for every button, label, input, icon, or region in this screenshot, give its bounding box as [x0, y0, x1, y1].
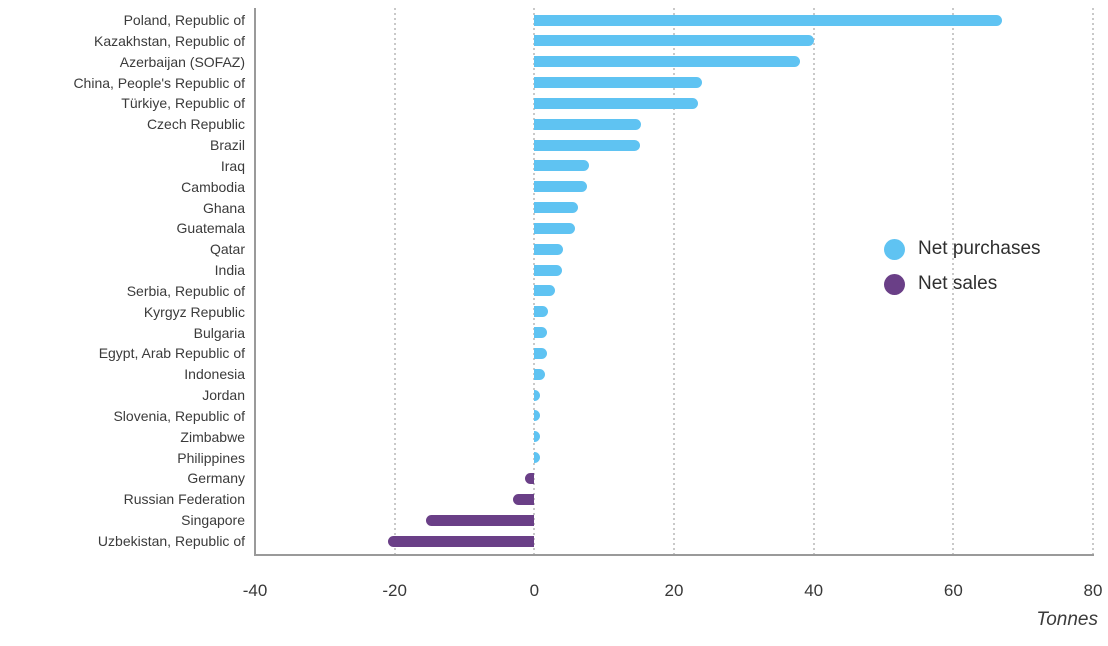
x-tick-label: 0	[529, 581, 540, 600]
y-axis-label: Qatar	[209, 241, 245, 258]
bar	[534, 327, 547, 339]
legend-label-net-sales: Net sales	[918, 273, 998, 294]
gridline	[673, 8, 675, 554]
y-axis-label: Slovenia, Republic of	[113, 407, 245, 424]
legend: Net purchases Net sales	[884, 238, 1041, 308]
y-axis-label: Indonesia	[184, 366, 245, 383]
bar	[534, 347, 547, 359]
bar	[534, 243, 563, 255]
bar	[534, 56, 800, 68]
bar	[534, 160, 590, 172]
bar	[534, 368, 545, 380]
bar	[534, 389, 540, 401]
gridline	[952, 8, 955, 554]
bar	[426, 514, 535, 526]
bar	[534, 264, 562, 276]
legend-item-net-purchases: Net purchases	[884, 238, 1041, 260]
net-purchases-marker-icon	[884, 238, 905, 260]
y-axis-label: Zimbabwe	[180, 428, 245, 445]
bar	[534, 202, 578, 214]
y-axis-label: Azerbaijan (SOFAZ)	[119, 53, 245, 70]
net-sales-marker-icon	[884, 273, 905, 295]
x-tick-label: 40	[804, 581, 824, 600]
x-tick-label: 80	[1083, 581, 1103, 600]
bar	[534, 452, 540, 464]
bar	[534, 181, 587, 193]
bar	[534, 431, 540, 443]
bar	[387, 535, 535, 547]
y-axis-label: Uzbekistan, Republic of	[97, 533, 245, 549]
gridline	[1092, 8, 1094, 554]
y-axis-label: Singapore	[181, 512, 245, 529]
bar	[534, 14, 1003, 26]
y-axis-label: Guatemala	[176, 220, 245, 237]
x-axis-unit-label: Tonnes	[1036, 609, 1098, 630]
y-axis-label: Iraq	[220, 157, 245, 174]
bar	[534, 118, 642, 130]
bar	[534, 77, 702, 89]
x-axis-line	[254, 554, 1094, 556]
gridline	[393, 8, 396, 554]
y-axis-label: Russian Federation	[123, 491, 245, 508]
y-axis-label: Egypt, Arab Republic of	[98, 345, 245, 362]
y-axis-label: Serbia, Republic of	[126, 282, 245, 299]
y-axis-label: China, People's Republic of	[73, 74, 245, 91]
gridline	[812, 8, 815, 554]
bar	[512, 493, 535, 505]
x-tick-label: -20	[382, 581, 407, 600]
gridline	[533, 8, 536, 554]
y-axis-label: Kyrgyz Republic	[143, 303, 245, 320]
y-axis-label: Ghana	[202, 199, 245, 216]
bar	[525, 472, 535, 484]
x-tick-label: 60	[943, 581, 963, 600]
bar	[534, 222, 575, 234]
y-axis-label: Brazil	[209, 137, 245, 154]
y-axis-line	[254, 8, 256, 554]
y-axis-label: Cambodia	[181, 178, 245, 195]
y-axis-label: Poland, Republic of	[123, 12, 245, 28]
y-axis-label: Kazakhstan, Republic of	[94, 32, 245, 49]
y-axis-label: Czech Republic	[146, 116, 245, 133]
x-tick-label: -40	[242, 581, 268, 600]
legend-label-net-purchases: Net purchases	[918, 238, 1041, 259]
y-axis-label: Philippines	[177, 449, 245, 466]
bar	[534, 139, 641, 151]
y-axis-label: Jordan	[202, 387, 245, 404]
y-axis-label: Bulgaria	[193, 324, 245, 341]
y-axis-label: Türkiye, Republic of	[121, 95, 245, 112]
y-axis-label: Germany	[187, 470, 245, 487]
y-axis-label: India	[214, 262, 245, 279]
bar	[534, 35, 814, 47]
x-tick-label: 20	[664, 581, 684, 600]
bar	[534, 285, 555, 297]
bar	[534, 97, 699, 109]
bar	[534, 306, 548, 318]
legend-item-net-sales: Net sales	[884, 273, 1041, 295]
bar	[534, 410, 540, 422]
